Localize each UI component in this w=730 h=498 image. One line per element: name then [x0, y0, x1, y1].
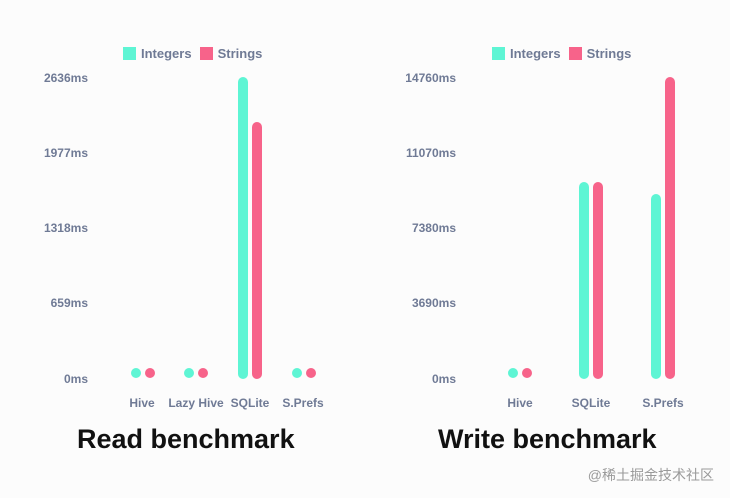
integers-swatch-icon: [492, 47, 505, 60]
y-tick: 0ms: [431, 372, 456, 386]
bar-sprefs-strings: [665, 77, 675, 379]
bar-sqlite-strings: [252, 122, 262, 379]
x-label: Lazy Hive: [168, 396, 224, 410]
bar-sprefs-strings: [306, 368, 316, 378]
read-chart: Integers Strings 2636ms 1977ms 1318ms 65…: [43, 46, 324, 454]
write-chart-title: Write benchmark: [438, 424, 657, 454]
strings-swatch-icon: [568, 47, 582, 60]
bar-lazyhive-strings: [198, 368, 208, 378]
write-legend: Integers Strings: [492, 46, 639, 61]
x-label: Hive: [507, 396, 533, 410]
bar-hive-strings: [522, 368, 532, 378]
strings-swatch-icon: [199, 47, 213, 60]
bar-hive-strings: [145, 368, 155, 378]
watermark: @稀土掘金技术社区: [587, 467, 714, 483]
integers-swatch-icon: [123, 47, 136, 60]
legend-integers: Integers: [123, 46, 192, 61]
y-tick: 1977ms: [43, 146, 88, 160]
y-tick: 2636ms: [43, 71, 88, 85]
x-label: SQLite: [571, 396, 611, 410]
y-tick: 14760ms: [405, 71, 456, 85]
bar-hive-integers: [131, 368, 141, 378]
y-tick: 7380ms: [411, 221, 456, 235]
y-tick: 659ms: [50, 296, 88, 310]
x-label: S.Prefs: [642, 396, 684, 410]
y-tick: 0ms: [63, 372, 88, 386]
legend-integers: Integers: [492, 46, 561, 61]
bar-sprefs-integers: [651, 194, 661, 379]
bar-sqlite-strings: [593, 182, 603, 379]
bar-lazyhive-integers: [184, 368, 194, 378]
bar-sqlite-integers: [579, 182, 589, 379]
y-tick: 1318ms: [43, 221, 88, 235]
legend-strings: Strings: [199, 46, 262, 61]
write-chart: Integers Strings 14760ms 11070ms 7380ms …: [365, 0, 730, 498]
bar-sprefs-integers: [292, 368, 302, 378]
x-label: Hive: [129, 396, 155, 410]
read-legend: Integers Strings: [123, 46, 270, 61]
y-tick: 11070ms: [405, 146, 456, 160]
bar-sqlite-integers: [238, 77, 248, 379]
x-label: S.Prefs: [282, 396, 324, 410]
x-label: SQLite: [230, 396, 270, 410]
read-chart-title: Read benchmark: [77, 424, 295, 454]
bar-hive-integers: [508, 368, 518, 378]
legend-strings: Strings: [568, 46, 631, 61]
y-tick: 3690ms: [411, 296, 456, 310]
